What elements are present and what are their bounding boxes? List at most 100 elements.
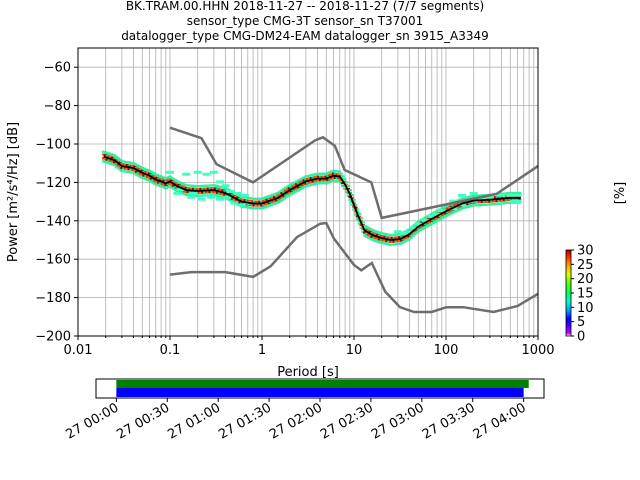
x-tick-label: 1 [258,343,266,358]
psd-cell [136,164,141,168]
psd-cell [445,211,450,214]
psd-cell [256,200,261,203]
psd-cell [315,175,319,178]
psd-cell [392,236,397,239]
psd-cell [466,196,470,199]
psd-cell [363,227,367,230]
psd-cell [120,160,124,163]
psd-cell [307,184,312,187]
psd-cell [488,200,492,203]
psd-cell [153,179,157,183]
psd-cell [331,169,336,172]
psd-cell [460,197,465,200]
psd-cell [499,199,503,202]
psd-cell [258,200,262,203]
psd-cell [247,203,251,206]
psd-cell [434,217,439,220]
colorbar-tick-label: 10 [577,301,594,316]
psd-cell [306,177,310,181]
psd-cell [482,203,487,206]
psd-cell [254,207,259,210]
psd-cell [296,186,301,189]
psd-cell [398,236,402,239]
psd-cell [261,197,266,200]
psd-cell [238,201,242,204]
x-tick-label: 100 [434,343,459,358]
timeline-tick-label: 27 03:30 [420,400,478,442]
psd-cell [123,160,128,164]
psd-cell [221,193,226,196]
psd-cell [144,168,148,171]
psd-cell [313,182,318,185]
psd-cell [134,170,139,173]
psd-cell [429,220,433,223]
psd-cell [427,217,432,220]
psd-cell [341,175,345,178]
psd-cell [263,196,268,199]
psd-cell [258,197,262,200]
psd-cell [274,195,279,198]
psd-cell [495,202,500,205]
psd-cell [456,202,461,205]
psd-cell [269,203,273,207]
psd-cell [385,240,389,243]
psd-cell [320,175,325,178]
psd-cell [168,185,172,188]
psd-cell [146,178,150,181]
psd-cell [387,243,391,246]
x-tick-label: 1000 [521,343,554,358]
psd-cell [403,240,408,243]
psd-cell [379,232,384,235]
colorbar-tick-label: 25 [577,258,594,273]
psd-cell [407,238,411,241]
psd-cell [422,217,426,220]
psd-cell [276,191,281,194]
psd-cell [136,171,141,174]
psd-cell [352,198,356,202]
psd-cell [186,184,191,187]
psd-cell [142,170,146,173]
y-tick-label: −120 [35,176,71,191]
psd-cell [517,191,522,195]
psd-cell [249,206,253,210]
psd-cell [265,198,270,201]
psd-cell [394,243,399,246]
psd-cell [210,187,215,190]
psd-cell [169,176,174,179]
psd-cell [456,208,461,212]
psd-cell [280,195,284,199]
psd-cell [368,234,373,237]
psd-cell [392,233,397,236]
psd-cell [490,203,494,206]
psd-cell [315,172,319,175]
colorbar-tick-label: 30 [577,244,594,259]
psd-cell [318,182,323,185]
plot-frame [77,47,539,337]
psd-cell [466,202,470,206]
psd-cell [440,207,445,210]
psd-cell [333,170,338,173]
psd-cell [348,198,353,201]
psd-cell [396,242,400,246]
psd-cell [330,170,334,173]
psd-cell [114,165,119,168]
psd-cell [304,185,308,188]
psd-cell [449,205,454,208]
psd-cell [328,171,332,174]
colorbar-tick-label: 5 [577,315,585,330]
psd-cell [138,168,143,171]
psd-cell [276,194,281,197]
psd-cell [250,204,255,207]
psd-cell [410,235,415,238]
psd-cell [326,174,330,178]
psd-cell [146,169,150,172]
psd-cell [272,193,277,196]
psd-spread-cell [182,172,191,176]
psd-cell [158,184,163,188]
psd-cell [322,179,327,182]
psd-spread-cell [202,193,211,197]
psd-cell [313,173,318,176]
psd-cell [436,218,441,222]
psd-cell [339,175,343,178]
psd-cell [190,187,194,190]
